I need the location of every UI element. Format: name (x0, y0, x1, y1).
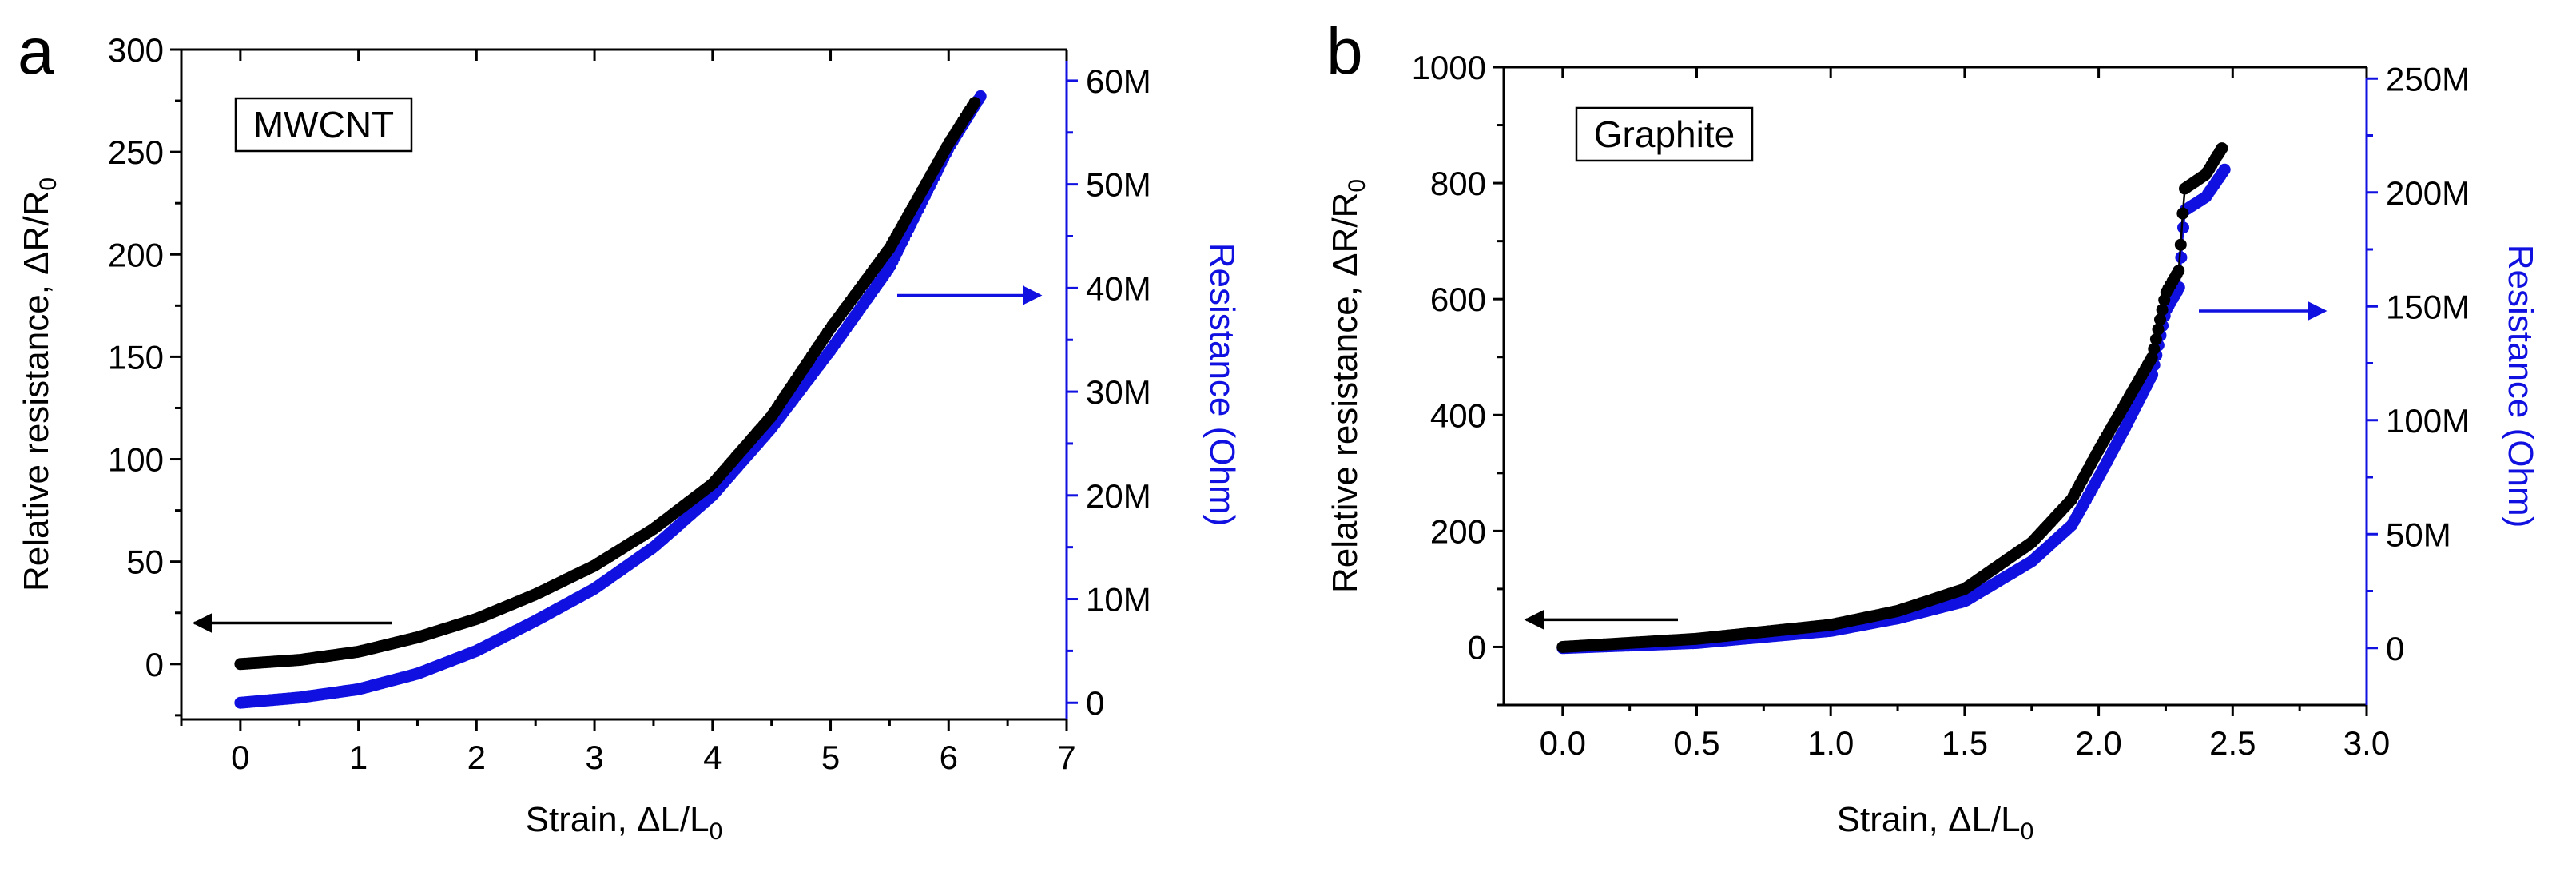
y-tick-label: 300 (108, 31, 164, 69)
y2-tick-label: 0 (1086, 684, 1104, 722)
x-tick-label: 1.5 (1942, 724, 1988, 762)
x-tick-label: 0 (231, 739, 249, 776)
x-axis-label-sub: 0 (2021, 818, 2034, 845)
y-tick-label: 50 (126, 544, 164, 581)
y2-tick-label: 40M (1086, 269, 1151, 307)
x-tick-label: 2.5 (2209, 724, 2256, 762)
y2-tick-label: 250M (2386, 60, 2470, 98)
series-relative-resistance (234, 97, 981, 671)
annotation-label: MWCNT (253, 104, 394, 145)
y2-tick-label: 150M (2386, 288, 2470, 325)
x-axis-label: Strain, ΔL/L0 (1837, 800, 2034, 845)
data-point (968, 97, 981, 109)
y-tick-label: 200 (108, 236, 164, 273)
y2-tick-label: 50M (2386, 516, 2451, 553)
data-point (2148, 343, 2161, 356)
y-tick-label: 250 (108, 133, 164, 171)
x-tick-label: 3.0 (2343, 724, 2390, 762)
y-tick-label: 400 (1430, 396, 1486, 434)
y2-tick-label: 50M (1086, 166, 1151, 204)
data-point (2156, 304, 2169, 317)
x-tick-label: 2.0 (2075, 724, 2121, 762)
panel-a: 0 1 2 3 4 5 6 7050100150200250300010M20M30M40M5… (17, 15, 1242, 845)
y-axis-label-sub: 0 (1344, 179, 1370, 193)
data-point (2176, 207, 2189, 220)
x-tick-label: 3 (585, 739, 603, 776)
y-axis-label-text: Relative resistance, ΔR/R (17, 191, 56, 591)
y2-axis-label: Resistance (Ohm) (2501, 245, 2540, 528)
y-tick-label: 150 (108, 338, 164, 376)
x-tick-label: 4 (703, 739, 722, 776)
data-point (2177, 221, 2189, 234)
series-line (240, 95, 982, 704)
panel-b: 0.0 0.5 1.0 1.5 2.0 2.5 3.0 0 200 400 600 800 1000 0 5… (1326, 15, 2540, 845)
x-tick-label: 5 (821, 739, 840, 776)
annotation-box (234, 97, 413, 153)
y-axis-label: Relative resistance, ΔR/R0 (17, 177, 62, 591)
y2-axis-label: Resistance (Ohm) (1203, 243, 1242, 527)
y-tick-label: 600 (1430, 281, 1486, 318)
y2-tick-label: 10M (1086, 581, 1151, 619)
series-resistance (234, 90, 987, 709)
data-point (2173, 265, 2185, 277)
annotation-label: Graphite (1594, 113, 1735, 155)
y-tick-label: 800 (1430, 165, 1486, 202)
y-tick-label: 1000 (1412, 49, 1486, 86)
data-point (2149, 332, 2162, 345)
y-tick-label: 0 (145, 646, 164, 683)
panel-letter: a (18, 15, 54, 88)
y-tick-label: 100 (108, 441, 164, 479)
x-tick-label: 0.5 (1673, 724, 1719, 762)
data-point (2154, 313, 2166, 326)
y-tick-label: 0 (1468, 628, 1486, 666)
series-resistance (1556, 163, 2231, 655)
x-tick-label: 1 (349, 739, 368, 776)
data-point (2152, 323, 2165, 336)
y-axis-label-text: Relative resistance, ΔR/R (1326, 193, 1365, 593)
y2-tick-label: 100M (2386, 402, 2470, 440)
data-point (2218, 163, 2231, 176)
x-tick-label: 2 (467, 739, 486, 776)
y-axis-label: Relative resistance, ΔR/R0 (1326, 179, 1370, 593)
y2-tick-label: 20M (1086, 477, 1151, 515)
x-axis-label-text: Strain, ΔL/L (1837, 800, 2021, 839)
x-tick-label: 0.0 (1540, 724, 1586, 762)
y2-tick-label: 200M (2386, 174, 2470, 212)
panel-letter: b (1326, 15, 1363, 88)
x-tick-label: 1.0 (1807, 724, 1854, 762)
y-tick-label: 200 (1430, 512, 1486, 550)
x-axis-label: Strain, ΔL/L0 (526, 800, 723, 845)
x-axis-label-sub: 0 (710, 818, 723, 845)
x-tick-label: 6 (940, 739, 958, 776)
y2-tick-label: 0 (2386, 630, 2404, 667)
data-point (2175, 251, 2188, 264)
data-point (2174, 238, 2187, 251)
y-axis-label-sub: 0 (35, 177, 62, 191)
y2-tick-label: 30M (1086, 373, 1151, 411)
x-tick-label: 7 (1057, 739, 1075, 776)
series-relative-resistance (1556, 142, 2228, 653)
x-axis-label-text: Strain, ΔL/L (526, 800, 710, 839)
annotation-box (1575, 106, 1754, 162)
y2-tick-label: 60M (1086, 62, 1151, 100)
data-point (2216, 142, 2228, 155)
